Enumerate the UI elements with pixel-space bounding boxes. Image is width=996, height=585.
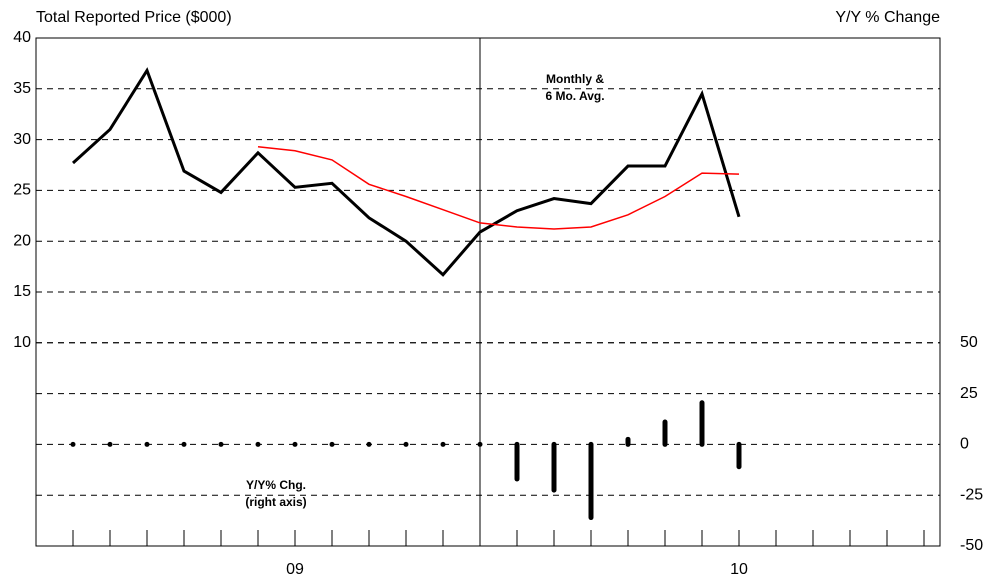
annotation: Y/Y% Chg. [246, 478, 306, 492]
plot-frame [35, 37, 941, 547]
annotation: (right axis) [245, 495, 306, 509]
y-tick-label: 25 [13, 182, 31, 199]
y2-axis-title: Y/Y % Change [835, 9, 940, 26]
y2-tick-label: -25 [960, 486, 983, 503]
y2-tick-label: 0 [960, 436, 969, 453]
line-series [71, 67, 741, 277]
y-tick-label: 15 [13, 283, 31, 300]
x-tick-label: 09 [286, 561, 304, 578]
y-tick-label: 20 [13, 232, 31, 249]
y2-tick-label: 25 [960, 385, 978, 402]
y-tick-label: 40 [13, 29, 31, 46]
y2-tick-label: -50 [960, 537, 983, 554]
y-tick-label: 30 [13, 131, 31, 148]
y-tick-label: 35 [13, 80, 31, 97]
annotation: 6 Mo. Avg. [545, 89, 604, 103]
x-tick-label: 10 [730, 561, 748, 578]
y2-tick-label: 50 [960, 334, 978, 351]
y-axis-title: Total Reported Price ($000) [36, 9, 232, 26]
line-series [257, 145, 740, 230]
annotation: Monthly & [546, 72, 604, 86]
y-tick-label: 10 [13, 334, 31, 351]
